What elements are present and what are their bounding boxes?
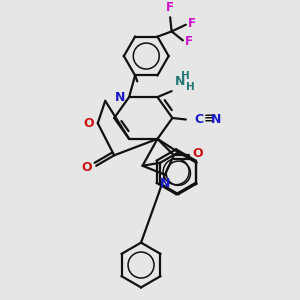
Text: C: C xyxy=(195,113,204,126)
Text: N: N xyxy=(211,113,222,126)
Text: N: N xyxy=(115,91,125,103)
Text: N: N xyxy=(160,177,170,190)
Text: F: F xyxy=(166,1,174,14)
Text: N: N xyxy=(175,75,185,88)
Text: H: H xyxy=(181,71,190,81)
Text: F: F xyxy=(185,35,193,48)
Text: O: O xyxy=(81,161,92,174)
Text: O: O xyxy=(83,117,94,130)
Text: F: F xyxy=(188,17,196,31)
Text: O: O xyxy=(193,147,203,160)
Text: H: H xyxy=(186,82,195,92)
Text: ≡: ≡ xyxy=(204,113,214,126)
